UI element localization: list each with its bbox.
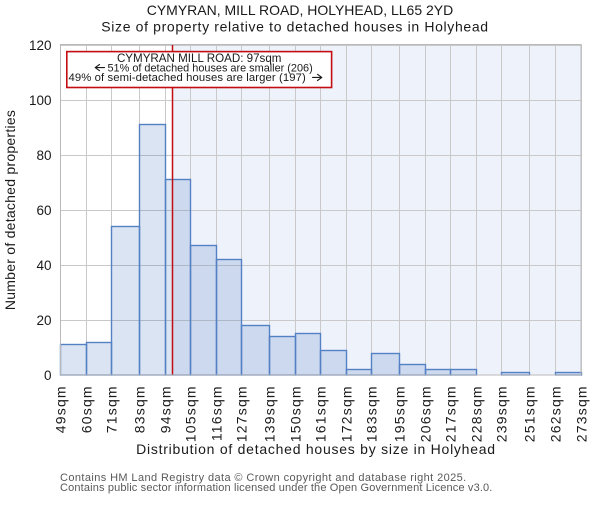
svg-text:239sqm: 239sqm [493,385,509,442]
svg-text:40: 40 [36,258,51,273]
svg-text:49% of semi-detached houses ar: 49% of semi-detached houses are larger (… [69,72,307,84]
svg-text:60sqm: 60sqm [78,385,94,433]
svg-text:20: 20 [36,313,51,328]
svg-text:49sqm: 49sqm [52,385,68,433]
svg-text:60: 60 [36,203,51,218]
svg-text:Size of property relative to d: Size of property relative to detached ho… [101,19,488,35]
svg-text:83sqm: 83sqm [131,385,147,433]
svg-text:251sqm: 251sqm [521,385,537,442]
svg-text:273sqm: 273sqm [573,385,589,442]
svg-text:206sqm: 206sqm [417,385,433,442]
svg-text:100: 100 [29,93,52,108]
svg-text:228sqm: 228sqm [468,385,484,442]
svg-text:Distribution of detached house: Distribution of detached houses by size … [136,441,496,457]
svg-text:183sqm: 183sqm [363,385,379,442]
svg-text:Number of detached properties: Number of detached properties [2,110,18,310]
svg-text:161sqm: 161sqm [312,385,328,442]
svg-text:139sqm: 139sqm [261,385,277,442]
svg-text:71sqm: 71sqm [103,385,119,433]
svg-text:Contains public sector informa: Contains public sector information licen… [60,482,493,494]
svg-text:195sqm: 195sqm [391,385,407,442]
svg-text:105sqm: 105sqm [182,385,198,442]
svg-text:80: 80 [36,148,51,163]
svg-text:94sqm: 94sqm [157,385,173,433]
svg-text:CYMYRAN MILL ROAD: 97sqm: CYMYRAN MILL ROAD: 97sqm [117,52,282,65]
svg-text:0: 0 [44,368,52,383]
svg-text:172sqm: 172sqm [338,385,354,442]
svg-text:CYMYRAN, MILL ROAD, HOLYHEAD,: CYMYRAN, MILL ROAD, HOLYHEAD, LL65 2YD [147,2,454,18]
svg-text:217sqm: 217sqm [442,385,458,442]
svg-text:262sqm: 262sqm [547,385,563,442]
svg-text:116sqm: 116sqm [208,385,224,441]
svg-text:120: 120 [29,38,52,53]
svg-text:127sqm: 127sqm [233,385,249,442]
svg-text:Contains HM Land Registry data: Contains HM Land Registry data © Crown c… [60,472,467,484]
svg-text:150sqm: 150sqm [287,385,303,442]
svg-text:51% of detached houses are sma: 51% of detached houses are smaller (206) [108,62,313,74]
